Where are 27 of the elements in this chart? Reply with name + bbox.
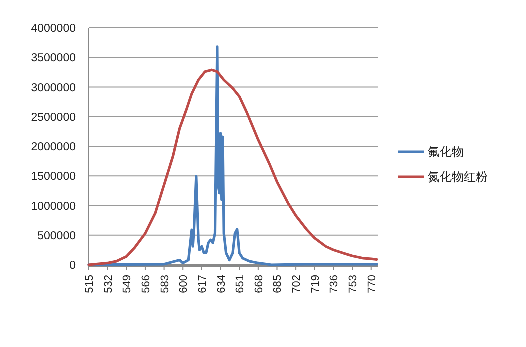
y-tick-label: 2000000: [31, 142, 76, 154]
legend-label: 氟化物: [428, 145, 464, 159]
x-tick-label: 685: [272, 275, 284, 294]
y-tick-label: 1000000: [31, 200, 76, 213]
legend-label: 氮化物红粉: [428, 170, 488, 184]
y-tick-label: 500000: [38, 230, 76, 242]
y-tick-label: 3500000: [31, 52, 76, 65]
x-tick-label: 515: [84, 275, 96, 294]
x-tick-label: 753: [348, 275, 360, 294]
x-tick-label: 651: [234, 275, 247, 294]
y-tick-label: 3000000: [31, 82, 76, 94]
y-tick-label: 0: [70, 260, 76, 272]
x-tick-label: 566: [140, 275, 152, 294]
x-tick-label: 770: [366, 275, 378, 294]
x-tick-label: 702: [291, 275, 304, 294]
y-tick-label: 2500000: [31, 112, 76, 124]
x-tick-label: 600: [178, 275, 190, 294]
x-tick-label: 634: [216, 275, 228, 294]
y-tick-label: 4000000: [31, 23, 76, 35]
x-tick-label: 549: [122, 275, 134, 294]
x-tick-label: 719: [310, 275, 322, 294]
x-tick-label: 583: [159, 275, 172, 294]
y-tick-label: 1500000: [31, 171, 76, 184]
x-tick-label: 736: [328, 275, 341, 294]
x-tick-label: 532: [102, 275, 115, 294]
x-tick-label: 617: [196, 275, 209, 294]
x-tick-label: 668: [253, 275, 266, 294]
